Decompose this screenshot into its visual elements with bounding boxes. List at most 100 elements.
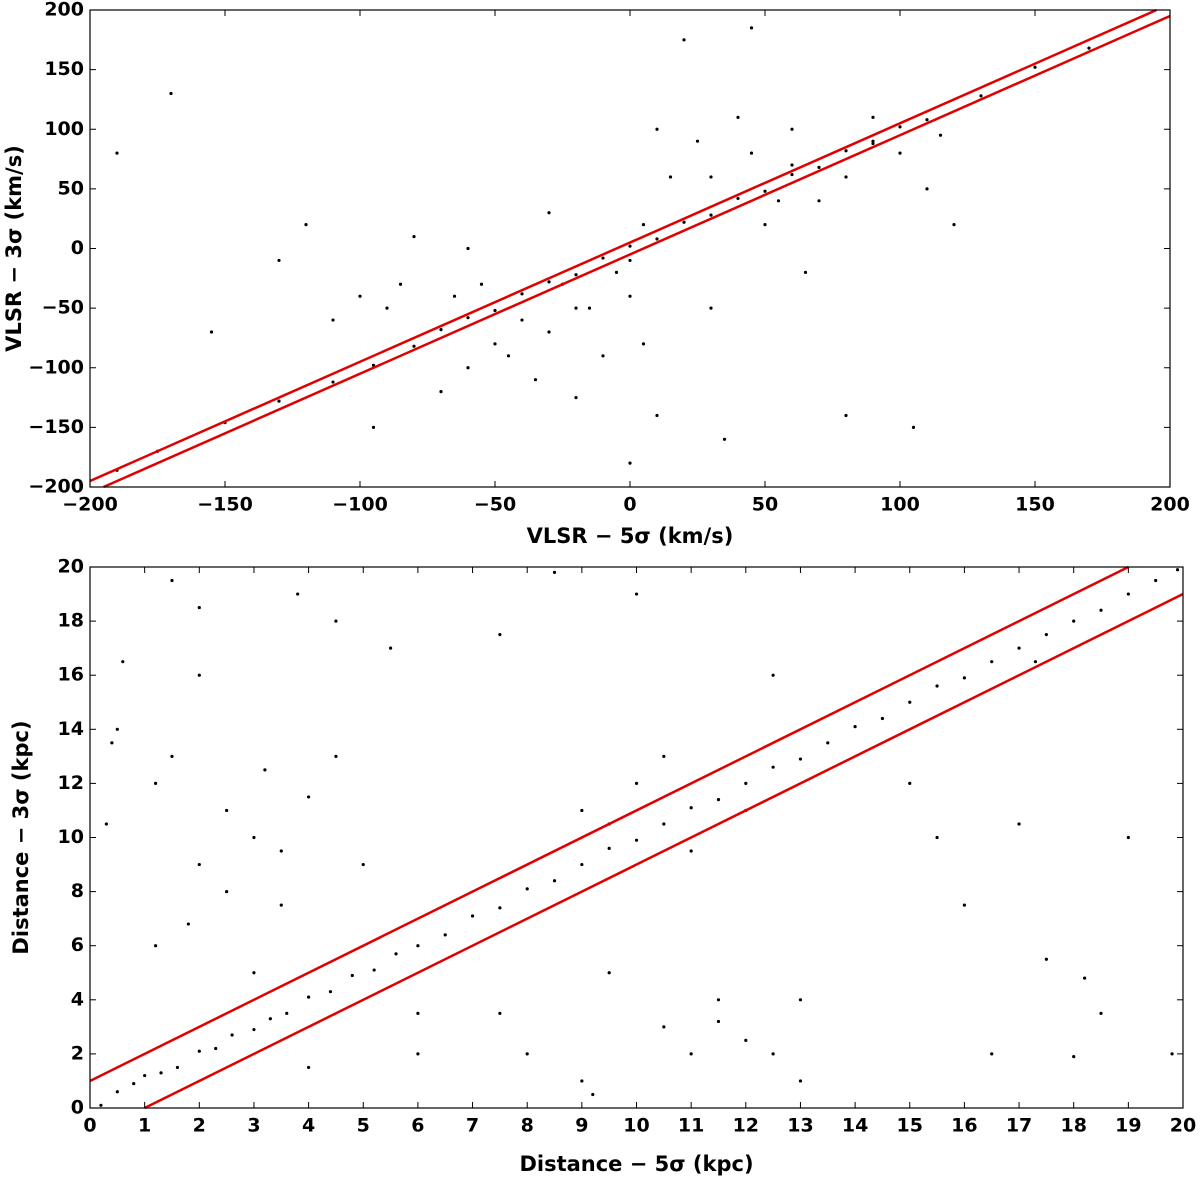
x-tick-label: 200 (1150, 494, 1190, 516)
point (1126, 835, 1130, 840)
point (871, 139, 875, 143)
y-tick-label: 18 (58, 610, 84, 632)
point (790, 172, 794, 177)
x-axis-label: Distance − 5σ (kpc) (519, 1152, 753, 1176)
point (307, 995, 311, 999)
point (716, 998, 721, 1002)
fit-line (144, 592, 1184, 1110)
x-tick-label: 15 (897, 1115, 923, 1137)
point (331, 380, 335, 384)
y-tick-label: −200 (28, 476, 84, 498)
point (170, 754, 174, 758)
point (1099, 608, 1103, 612)
point (525, 887, 529, 891)
point (1099, 1011, 1103, 1015)
point (776, 199, 781, 203)
point (689, 806, 693, 810)
y-tick-label: 4 (71, 988, 84, 1010)
point (634, 781, 639, 786)
point (307, 1065, 311, 1070)
point (263, 768, 267, 772)
point (722, 437, 727, 441)
point (143, 1073, 147, 1078)
point (662, 1025, 666, 1029)
point (197, 673, 201, 677)
point (296, 592, 300, 596)
point (279, 849, 283, 853)
point (506, 354, 511, 358)
y-tick-label: 20 (58, 556, 84, 578)
point (601, 354, 605, 358)
point (493, 342, 497, 346)
point (682, 38, 686, 42)
x-tick-label: 17 (1006, 1115, 1032, 1137)
point (601, 256, 605, 260)
x-tick-label: 16 (951, 1115, 977, 1137)
point (817, 165, 821, 170)
point (771, 765, 775, 769)
point (1072, 1055, 1076, 1059)
point (197, 862, 201, 867)
point (470, 914, 475, 918)
point (803, 270, 808, 274)
y-tick-label: 2 (71, 1042, 84, 1064)
y-tick-label: 8 (71, 880, 84, 902)
point (443, 933, 447, 937)
y-tick-label: 0 (71, 237, 84, 259)
point (935, 835, 939, 840)
point (552, 570, 557, 575)
point (307, 795, 311, 799)
point (580, 808, 584, 813)
point (328, 990, 333, 994)
point (798, 1079, 803, 1083)
point (682, 220, 686, 224)
point (334, 754, 338, 758)
y-tick-label: 150 (44, 58, 84, 80)
point (580, 862, 584, 867)
point (790, 127, 794, 131)
point (1044, 957, 1048, 961)
point (990, 1052, 994, 1056)
point (412, 344, 416, 348)
point (634, 838, 639, 842)
x-tick-label: 11 (678, 1115, 704, 1137)
point (398, 282, 403, 286)
x-tick-label: 19 (1115, 1115, 1141, 1137)
point (798, 757, 803, 761)
point (466, 316, 470, 320)
point (493, 308, 497, 313)
point (498, 633, 502, 637)
point (574, 273, 578, 277)
point (844, 149, 848, 153)
point (1175, 568, 1180, 572)
point (115, 727, 119, 731)
point (744, 781, 748, 786)
point (908, 700, 912, 704)
y-tick-label: 200 (44, 0, 84, 21)
x-tick-label: 12 (733, 1115, 759, 1137)
point (186, 922, 190, 926)
point (358, 294, 362, 298)
point (790, 163, 794, 167)
point (1033, 65, 1037, 69)
point (416, 1052, 420, 1056)
y-tick-label: 10 (58, 826, 84, 848)
point (277, 399, 281, 403)
y-tick-label: 16 (58, 664, 84, 686)
point (350, 973, 354, 978)
point (1072, 619, 1076, 623)
point (607, 846, 611, 850)
point (925, 187, 929, 191)
point (252, 1027, 256, 1032)
point (412, 234, 416, 239)
point (439, 327, 443, 332)
x-tick-label: 18 (1060, 1115, 1086, 1137)
point (225, 890, 229, 894)
y-tick-label: 12 (58, 772, 84, 794)
x-tick-label: −150 (197, 494, 253, 516)
point (153, 781, 158, 786)
point (628, 294, 632, 298)
point (853, 724, 857, 729)
x-tick-label: 14 (842, 1115, 868, 1137)
